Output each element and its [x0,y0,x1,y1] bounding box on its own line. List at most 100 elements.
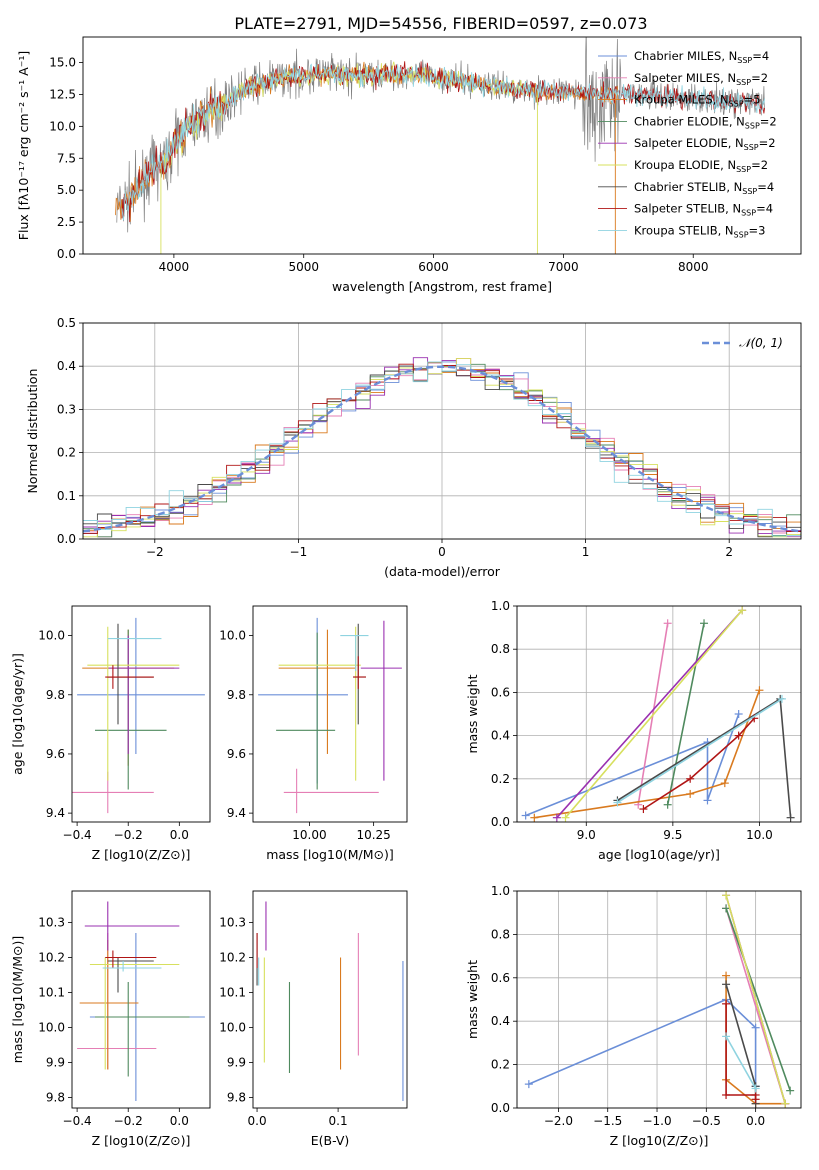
spectrum-legend: Chabrier MILES, NSSP=4 Salpeter MILES, NS… [598,49,777,239]
legend-label: Kroupa ELODIE, NSSP=2 [634,158,768,174]
weight-point-marker [786,813,795,822]
x-tick-label: 2 [725,545,733,559]
x-tick-label: −0.2 [114,1114,143,1128]
y-tick-label: 1.0 [491,884,510,898]
x-axis-label: wavelength [Angstrom, rest frame] [332,279,552,294]
weight-point-marker [639,805,648,814]
x-tick-label: 1 [582,545,590,559]
x-axis-label: E(B-V) [311,1133,350,1148]
weight-series-line [725,1036,757,1089]
x-tick-label: 0.1 [329,1114,348,1128]
y-tick-label: 0.0 [491,815,510,829]
age-vs-mass-plot-area [258,617,402,814]
weight-point-marker [722,980,731,989]
y-tick-label: 10.1 [219,986,246,1000]
weight-point-marker [700,619,709,628]
y-tick-label: 15.0 [49,56,76,70]
y-tick-label: 10.0 [38,629,65,643]
y-tick-label: 0.3 [57,402,76,416]
weight-point-marker [552,813,561,822]
weight-point-marker [751,1095,760,1104]
legend-label: Chabrier STELIB, NSSP=4 [634,180,774,196]
x-tick-label: −2 [146,545,164,559]
axes-frame [82,36,802,255]
axes-frame [252,890,408,1109]
y-axis-label: Flux [fλ10⁻¹⁷ erg cm⁻² s⁻¹ A⁻¹] [16,51,31,240]
x-tick-label: 0.0 [248,1114,267,1128]
x-axis-label: (data-model)/error [384,564,501,579]
y-axis-label: age [log10(age/yr)] [10,653,25,775]
y-tick-label: 10.0 [49,119,76,133]
weight-series-line [564,609,743,819]
weight-point-marker [781,1099,790,1108]
normal-reference-curve [83,365,801,533]
weight-vs-Z-plot-area [524,891,795,1108]
age-vs-mass-panel: 10.00 10.25 9.4 9.6 9.8 10.0 mass [log10(M/M⊙)… [219,605,408,862]
weight-series-line [666,623,705,805]
x-axis-label: age [log10(age/yr)] [598,847,720,862]
y-tick-label: 9.9 [46,1056,65,1070]
legend-label: 𝒩(0, 1) [739,336,783,350]
weight-point-marker [613,798,622,807]
y-tick-label: 0.8 [491,642,510,656]
y-tick-label: 0.0 [57,532,76,546]
y-axis-label: Normed distribution [25,369,40,494]
weight-point-marker [722,891,731,900]
x-axis-label: Z [log10(Z/Z⊙)] [92,1133,191,1148]
y-tick-label: 0.0 [491,1101,510,1115]
legend-label: Salpeter ELODIE, NSSP=2 [634,136,776,152]
x-tick-label: 10.00 [292,828,326,842]
x-tick-label: −2.0 [544,1114,573,1128]
y-axis-label: mass weight [465,674,480,753]
axes-frame [82,322,802,540]
y-tick-label: 0.4 [491,1014,510,1028]
y-tick-label: 10.2 [219,951,246,965]
weight-point-marker [686,789,695,798]
mass-vs-EBV-panel: 0.0 0.1 9.8 9.9 10.0 10.1 10.2 10.3 E(B-V) [219,890,408,1148]
y-tick-label: 9.8 [227,1091,246,1105]
weight-point-marker [738,606,747,615]
x-tick-label: 0.0 [746,1114,765,1128]
y-tick-label: 5.0 [57,183,76,197]
y-tick-label: 1.0 [491,599,510,613]
x-tick-label: −0.2 [114,828,143,842]
y-tick-label: 10.0 [219,1021,246,1035]
legend-label: Salpeter MILES, NSSP=2 [634,71,768,87]
mass-vs-EBV-plot-area [256,901,404,1101]
weight-series-line [525,713,740,817]
weight-point-marker [755,686,764,695]
legend-label: Kroupa MILES, NSSP=5 [634,93,760,109]
y-tick-label: 9.8 [46,1091,65,1105]
x-tick-label: 7000 [548,260,579,274]
weight-point-marker [734,731,743,740]
legend-label: Chabrier ELODIE, NSSP=2 [634,114,777,130]
x-tick-label: −1.5 [593,1114,622,1128]
spectrum-plot-area [115,37,765,254]
y-tick-label: 10.1 [38,986,65,1000]
y-tick-label: 10.0 [38,1021,65,1035]
weight-point-marker [561,813,570,822]
x-tick-label: 4000 [159,260,190,274]
mass-vs-Z-panel: −0.4 −0.2 0.0 9.8 9.9 10.0 10.1 10.2 10.3 Z [log1… [10,890,211,1148]
y-tick-label: 0.6 [491,971,510,985]
residuals-panel: −2 −1 0 1 2 0.0 0.1 0.2 0.3 0.4 0.5 (data-model)/er… [25,316,802,579]
x-tick-label: 5000 [288,260,319,274]
weight-vs-age-panel: 9.0 9.5 10.0 0.0 0.2 0.4 0.6 0.8 1.0 age [log10(a… [465,599,802,862]
y-tick-label: 10.0 [219,629,246,643]
weight-series-line [616,698,783,804]
x-tick-label: 10.25 [356,828,390,842]
weight-point-marker [530,813,539,822]
y-tick-label: 7.5 [57,151,76,165]
weight-point-marker [751,1023,760,1032]
weight-series-line [725,895,786,1104]
residuals-plot-area [83,357,801,538]
y-tick-label: 12.5 [49,87,76,101]
age-vs-Z-panel: −0.4 −0.2 0.0 9.4 9.6 9.8 10.0 Z [log10(Z/Z⊙)] a… [10,605,211,862]
x-tick-label: 0.0 [170,1114,189,1128]
y-tick-label: 9.4 [227,806,246,820]
x-tick-label: −0.4 [63,828,92,842]
legend-label: Salpeter STELIB, NSSP=4 [634,202,773,218]
weight-series-line [725,1003,757,1100]
weight-series-line [725,908,791,1091]
y-axis-label: mass [log10(M/M⊙)] [10,936,25,1064]
